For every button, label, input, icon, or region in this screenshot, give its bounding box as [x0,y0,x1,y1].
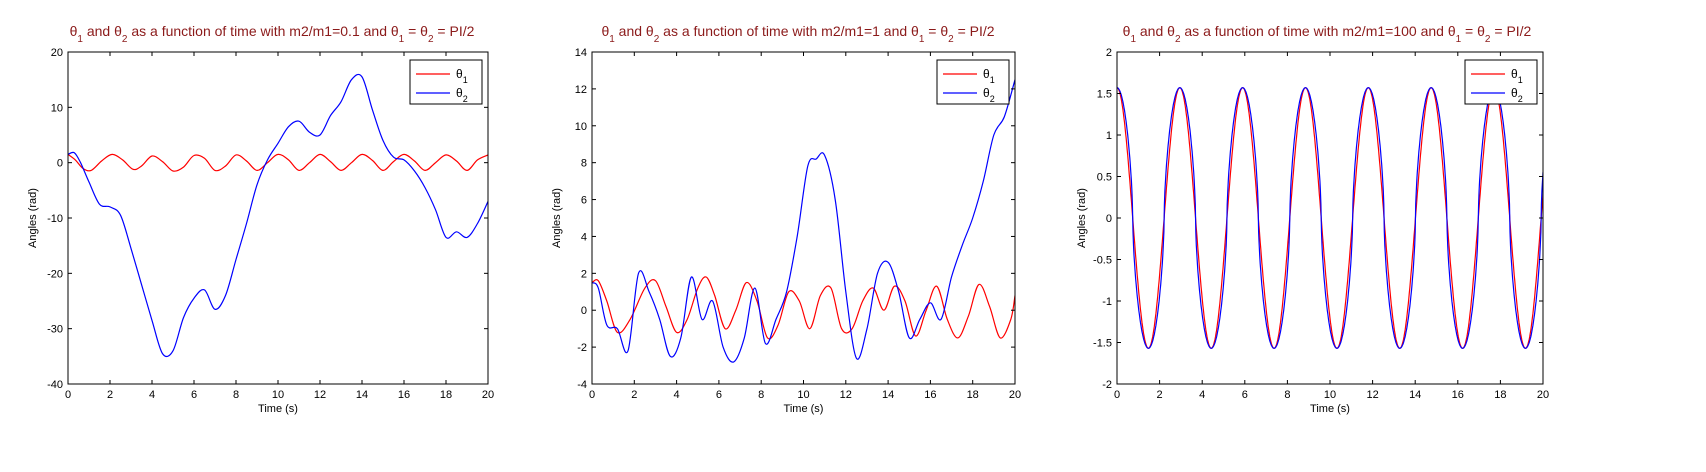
y-tick-label: -40 [47,379,63,391]
y-axis-label: Angles (rad) [1076,188,1088,248]
chart-title: θ1 and θ2 as a function of time with m2/… [1123,23,1532,45]
x-tick-label: 12 [1366,389,1378,401]
x-axis-label: Time (s) [784,403,824,415]
y-tick-label: 2 [581,268,587,280]
legend-label: θ2 [983,86,995,104]
x-tick-label: 20 [482,389,494,401]
series-line-θ2 [592,79,1015,363]
y-tick-label: -2 [577,342,587,354]
x-axis-label: Time (s) [258,403,298,415]
x-tick-label: 12 [314,389,326,401]
y-tick-label: 14 [575,47,587,59]
x-tick-label: 6 [716,389,722,401]
chart-panel-3: θ1 and θ2 as a function of time with m2/… [1076,23,1549,415]
x-tick-label: 0 [65,389,71,401]
chart-panel-1: θ1 and θ2 as a function of time with m2/… [27,23,494,415]
y-tick-label: 6 [581,195,587,207]
y-tick-label: 4 [581,231,587,243]
x-tick-label: 20 [1537,389,1549,401]
y-tick-label: -20 [47,268,63,280]
y-tick-label: -10 [47,213,63,225]
y-tick-label: 2 [1106,47,1112,59]
y-tick-label: 10 [575,121,587,133]
x-tick-label: 18 [440,389,452,401]
legend-label: θ1 [1511,67,1523,85]
x-tick-label: 14 [356,389,368,401]
y-tick-label: 12 [575,84,587,96]
x-tick-label: 8 [1284,389,1290,401]
legend-box [1464,59,1538,105]
x-tick-label: 20 [1009,389,1021,401]
x-tick-label: 10 [1324,389,1336,401]
y-tick-label: 0 [57,158,63,170]
y-tick-label: -1.5 [1093,338,1112,350]
y-tick-label: 1 [1106,130,1112,142]
y-tick-label: -0.5 [1093,255,1112,267]
legend-label: θ1 [983,67,995,85]
x-tick-label: 4 [149,389,155,401]
series-line-θ1 [68,153,488,172]
x-tick-label: 8 [758,389,764,401]
legend-box [409,59,483,105]
x-tick-label: 2 [631,389,637,401]
x-tick-label: 2 [1157,389,1163,401]
chart-panel-2: θ1 and θ2 as a function of time with m2/… [551,23,1021,415]
y-axis-label: Angles (rad) [27,188,39,248]
x-axis-label: Time (s) [1310,403,1350,415]
x-tick-label: 10 [797,389,809,401]
y-tick-label: 0 [1106,213,1112,225]
x-tick-label: 10 [272,389,284,401]
x-tick-label: 0 [589,389,595,401]
chart-title: θ1 and θ2 as a function of time with m2/… [601,23,994,45]
x-tick-label: 16 [1452,389,1464,401]
x-tick-label: 14 [1409,389,1421,401]
y-tick-label: -4 [577,379,587,391]
y-tick-label: 8 [581,158,587,170]
y-tick-label: 0 [581,305,587,317]
legend-label: θ2 [456,86,468,104]
legend-box [936,59,1010,105]
y-tick-label: -30 [47,324,63,336]
x-tick-label: 8 [233,389,239,401]
y-axis-label: Angles (rad) [551,188,563,248]
x-tick-label: 4 [1199,389,1205,401]
legend-label: θ1 [456,67,468,85]
x-tick-label: 0 [1114,389,1120,401]
x-tick-label: 2 [107,389,113,401]
x-tick-label: 16 [398,389,410,401]
series-line-θ1 [1117,87,1543,349]
x-tick-label: 18 [967,389,979,401]
chart-title: θ1 and θ2 as a function of time with m2/… [70,23,475,45]
y-tick-label: -2 [1102,379,1112,391]
y-tick-label: 20 [51,47,63,59]
legend-label: θ2 [1511,86,1523,104]
y-tick-label: 10 [51,102,63,114]
series-line-θ1 [592,276,1015,340]
x-tick-label: 16 [924,389,936,401]
x-tick-label: 6 [1242,389,1248,401]
x-tick-label: 18 [1494,389,1506,401]
x-tick-label: 6 [191,389,197,401]
series-line-θ2 [1117,87,1543,349]
y-tick-label: 1.5 [1097,89,1112,101]
x-tick-label: 4 [674,389,680,401]
y-tick-label: 0.5 [1097,172,1112,184]
x-tick-label: 12 [840,389,852,401]
series-line-θ2 [68,73,488,358]
x-tick-label: 14 [882,389,894,401]
y-tick-label: -1 [1102,296,1112,308]
